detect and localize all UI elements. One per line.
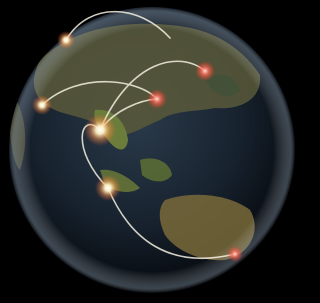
city-light xyxy=(195,61,215,81)
globe-image xyxy=(0,0,299,303)
city-light xyxy=(227,246,243,262)
atmosphere xyxy=(9,7,295,293)
page xyxy=(0,0,299,303)
city-light xyxy=(147,89,167,109)
city-light xyxy=(95,175,121,201)
city-light xyxy=(84,114,116,146)
city-light xyxy=(57,31,75,49)
city-light xyxy=(32,95,52,115)
